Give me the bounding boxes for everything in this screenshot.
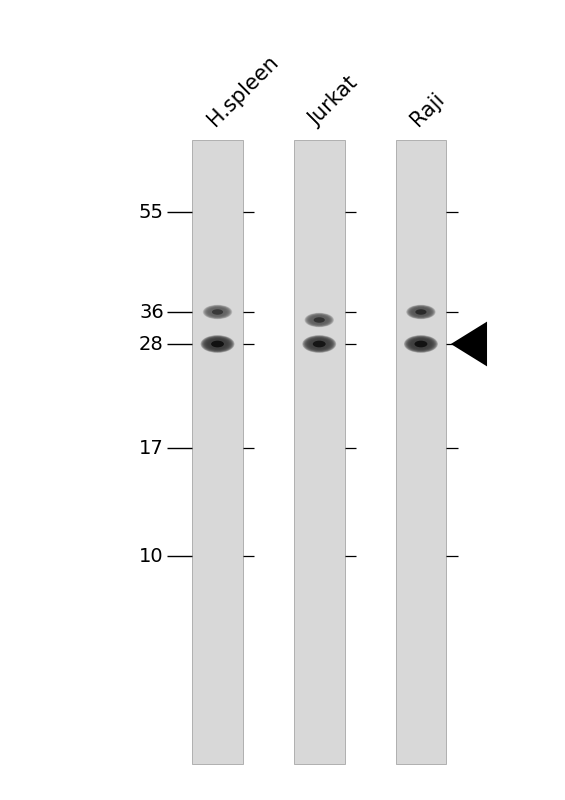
Ellipse shape <box>306 338 332 350</box>
Text: 17: 17 <box>139 438 164 458</box>
Ellipse shape <box>408 306 433 318</box>
Ellipse shape <box>405 335 437 353</box>
Ellipse shape <box>306 314 333 326</box>
Ellipse shape <box>203 305 232 319</box>
Text: Raji: Raji <box>407 89 448 130</box>
Ellipse shape <box>205 306 231 318</box>
Ellipse shape <box>205 338 230 350</box>
Ellipse shape <box>205 306 230 318</box>
Ellipse shape <box>415 341 427 347</box>
Ellipse shape <box>202 336 233 352</box>
Text: 55: 55 <box>139 202 164 222</box>
Ellipse shape <box>204 306 231 318</box>
Text: Jurkat: Jurkat <box>305 74 362 130</box>
Ellipse shape <box>307 314 332 326</box>
Ellipse shape <box>404 335 438 353</box>
Ellipse shape <box>405 336 437 352</box>
Ellipse shape <box>410 306 432 318</box>
Ellipse shape <box>307 338 332 350</box>
Ellipse shape <box>409 306 433 318</box>
Ellipse shape <box>406 336 436 352</box>
Ellipse shape <box>203 336 232 352</box>
Ellipse shape <box>303 336 335 352</box>
Ellipse shape <box>406 305 436 319</box>
Ellipse shape <box>415 310 427 314</box>
Bar <box>192 140 243 764</box>
Ellipse shape <box>314 318 325 322</box>
Ellipse shape <box>303 335 336 353</box>
Ellipse shape <box>306 314 332 326</box>
Ellipse shape <box>302 335 336 353</box>
Ellipse shape <box>201 335 234 353</box>
Text: 36: 36 <box>139 302 164 322</box>
Ellipse shape <box>305 313 333 327</box>
Ellipse shape <box>203 305 232 319</box>
Text: 28: 28 <box>139 334 164 354</box>
Ellipse shape <box>305 337 333 351</box>
Ellipse shape <box>408 338 434 350</box>
Ellipse shape <box>407 306 434 318</box>
Text: H.spleen: H.spleen <box>203 52 282 130</box>
Ellipse shape <box>407 305 435 319</box>
Text: 10: 10 <box>139 546 164 566</box>
Ellipse shape <box>306 337 333 351</box>
Ellipse shape <box>307 314 331 326</box>
Ellipse shape <box>212 310 223 314</box>
Ellipse shape <box>211 341 224 347</box>
Ellipse shape <box>204 337 231 351</box>
Ellipse shape <box>313 341 325 347</box>
Ellipse shape <box>408 338 433 350</box>
Ellipse shape <box>201 335 234 353</box>
Ellipse shape <box>407 337 434 351</box>
Polygon shape <box>451 322 487 366</box>
Ellipse shape <box>408 306 434 318</box>
Ellipse shape <box>205 338 231 350</box>
Ellipse shape <box>305 313 334 327</box>
Ellipse shape <box>206 306 229 318</box>
Ellipse shape <box>305 336 334 352</box>
Bar <box>294 140 345 764</box>
Bar <box>396 140 446 764</box>
Ellipse shape <box>407 337 435 351</box>
Ellipse shape <box>203 337 232 351</box>
